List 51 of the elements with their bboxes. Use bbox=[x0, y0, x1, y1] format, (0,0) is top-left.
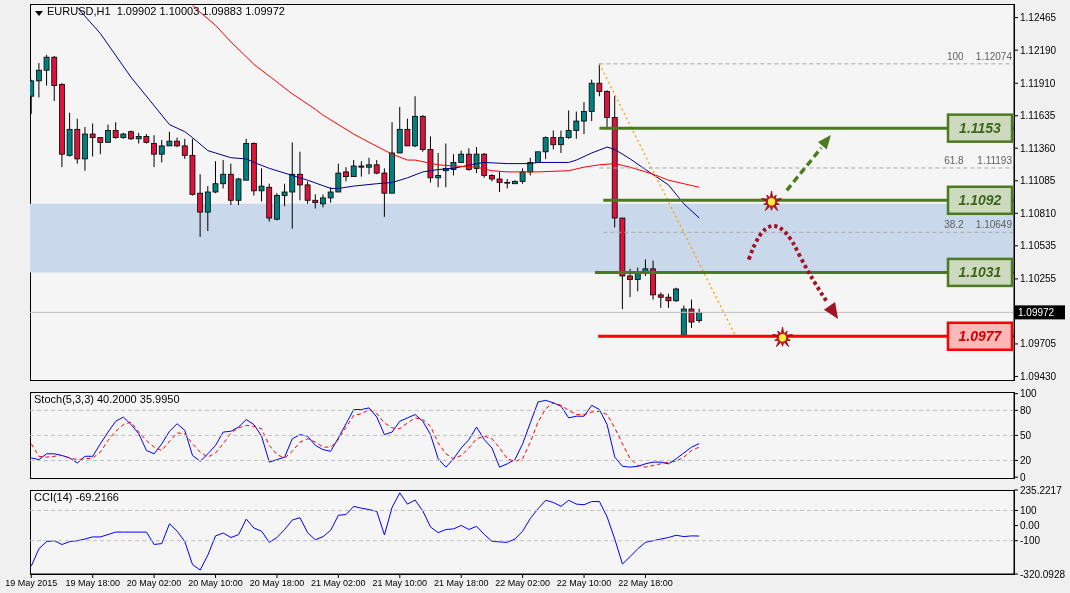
x-tick-label: 22 May 02:00 bbox=[495, 578, 550, 589]
x-tick-label: 20 May 02:00 bbox=[126, 578, 182, 589]
y-tick-label: 20 bbox=[1020, 455, 1032, 467]
y-tick-label: 1.10535 bbox=[1020, 240, 1057, 252]
data-label: 1.10649 bbox=[975, 219, 1013, 231]
chart-title: EURUSD,H1 1.09902 1.10003 1.09883 1.09972 bbox=[47, 5, 285, 18]
chart-title: Stoch(5,3,3) 40.2000 35.9950 bbox=[34, 393, 180, 406]
y-tick-label: 1.11910 bbox=[1020, 77, 1056, 89]
y-tick-label: -100 bbox=[1020, 535, 1041, 547]
series-label: 100 bbox=[946, 50, 965, 62]
y-tick-label: 1.12190 bbox=[1020, 44, 1057, 56]
candlestick bbox=[366, 157, 372, 175]
y-tick-label: 1.11635 bbox=[1020, 110, 1056, 122]
data-label: 1.11193 bbox=[977, 155, 1013, 166]
x-tick-label: 21 May 02:00 bbox=[311, 578, 366, 589]
x-tick-label: 20 May 10:00 bbox=[188, 578, 243, 589]
y-tick-label: 1.10255 bbox=[1020, 273, 1057, 285]
candlestick bbox=[151, 134, 157, 168]
x-tick-label: 22 May 18:00 bbox=[618, 578, 673, 589]
y-tick-label: 1.11085 bbox=[1020, 175, 1056, 187]
y-tick-label: 50 bbox=[1020, 429, 1032, 441]
candlestick bbox=[343, 166, 349, 182]
y-tick-label: 1.09705 bbox=[1020, 338, 1057, 350]
data-label: 1.12074 bbox=[975, 50, 1013, 62]
ref-line-label: 1.09972 bbox=[1018, 307, 1055, 319]
x-tick-label: 19 May 18:00 bbox=[65, 578, 120, 589]
line-series bbox=[30, 492, 700, 571]
series-label: 38.2 bbox=[944, 219, 965, 231]
series-label: 1.1153 bbox=[959, 120, 1002, 137]
x-tick-label: 21 May 10:00 bbox=[372, 578, 428, 589]
candlestick bbox=[581, 101, 587, 135]
x-tick-label: 22 May 10:00 bbox=[556, 578, 612, 589]
y-tick-label: 80 bbox=[1020, 404, 1032, 416]
y-tick-label: -320.0928 bbox=[1020, 568, 1066, 580]
series-label: 1.1031 bbox=[958, 264, 1002, 281]
series-label: 61.8 bbox=[944, 155, 965, 166]
y-tick-label: 0.00 bbox=[1020, 520, 1040, 532]
y-tick-label: 1.09430 bbox=[1020, 371, 1057, 382]
series-label: 1.1092 bbox=[958, 192, 1002, 209]
x-tick-label: 19 May 2015 bbox=[5, 578, 58, 589]
y-tick-label: 1.11360 bbox=[1020, 142, 1056, 154]
y-tick-label: 0 bbox=[1020, 471, 1026, 483]
series-label: 1.0977 bbox=[958, 328, 1003, 345]
y-tick-label: 235.2217 bbox=[1020, 484, 1063, 496]
y-tick-label: 100 bbox=[1020, 388, 1038, 400]
x-tick-label: 21 May 18:00 bbox=[433, 578, 489, 589]
y-tick-label: 100 bbox=[1020, 505, 1038, 516]
y-tick-label: 1.12465 bbox=[1020, 12, 1057, 24]
y-tick-label: 1.10810 bbox=[1020, 207, 1057, 219]
x-tick-label: 20 May 18:00 bbox=[249, 578, 305, 589]
chart-title: CCI(14) -69.2166 bbox=[34, 491, 119, 504]
